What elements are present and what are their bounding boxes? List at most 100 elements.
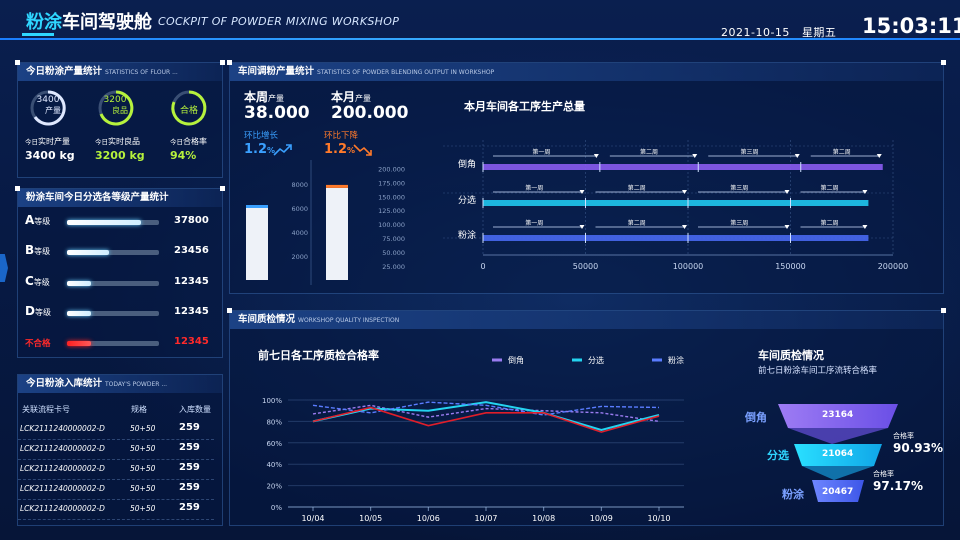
- month-value: 200.000: [331, 103, 409, 123]
- week-marker-arrow: [692, 154, 698, 158]
- funnel-segment-sort: [794, 444, 882, 466]
- table-row: LCK2111240000002-D 50+50 259: [18, 479, 214, 500]
- grade-bar-fill: [67, 311, 91, 316]
- storage-panel: 今日粉涂入库统计 TODAY'S POWDER ...: [17, 374, 223, 526]
- grade-panel: 粉涂车间今日分选各等级产量统计: [15, 186, 225, 358]
- tick-label: 150000: [775, 262, 806, 271]
- grade-value: 12345: [174, 336, 209, 347]
- week-marker-arrow: [682, 190, 687, 194]
- rate-label-2: 合格率: [873, 470, 894, 478]
- week-marker-arrow: [593, 154, 599, 158]
- week-marker-label: 第二周: [628, 219, 646, 227]
- good-value: 3200 kg: [95, 149, 145, 162]
- legend-label: 粉涂: [668, 355, 684, 365]
- spec: 50+50: [130, 464, 156, 473]
- quantity: 259: [179, 502, 200, 513]
- y-tick-label: 60%: [266, 440, 282, 448]
- y-tick-label: 0%: [271, 504, 282, 512]
- y-tick-label: 20%: [266, 483, 282, 491]
- output-value: 3400 kg: [25, 149, 75, 162]
- rate-value-2: 97.17%: [873, 479, 923, 493]
- card-number: LCK2111240000002-D: [20, 424, 105, 433]
- series-line: [312, 406, 660, 433]
- blend-bar-chart: 2000 4000 6000 8000 25.000 50.000 75.000 100.00…: [246, 160, 405, 285]
- funnel-segment-chamfer: [778, 404, 898, 428]
- series-line: [312, 404, 660, 423]
- grade-bar-track: [67, 341, 159, 346]
- output-label: 今日实时产量: [25, 137, 70, 146]
- tick-label: 25.000: [382, 263, 405, 271]
- tick-label: 100.000: [378, 221, 405, 229]
- card-number: LCK2111240000002-D: [20, 464, 105, 473]
- grade-bar-fill: [67, 341, 91, 346]
- header-divider: [0, 38, 960, 40]
- week-marker-label: 第一周: [525, 184, 543, 192]
- process-bar: [483, 235, 869, 241]
- line-chart-title: 前七日各工序质检合格率: [258, 349, 379, 362]
- week-marker-label: 第一周: [525, 219, 543, 227]
- quantity: 259: [179, 422, 200, 433]
- legend-label: 倒角: [508, 355, 524, 365]
- table-row: LCK2111240000002-D 50+50 259: [18, 419, 214, 440]
- category-label: 粉涂: [458, 229, 476, 241]
- funnel-subtitle: 前七日粉涂车间工序流转合格率: [758, 366, 878, 376]
- grade-bar-track: [67, 250, 159, 255]
- week-bar-cap: [246, 205, 268, 208]
- category-label: 分选: [458, 194, 476, 206]
- grade-value: 12345: [174, 306, 209, 317]
- series-line: [312, 401, 660, 431]
- panel-corner: [15, 186, 20, 191]
- week-marker-arrow: [876, 154, 882, 158]
- tick-label: 125.000: [378, 207, 405, 215]
- y-tick-label: 100%: [262, 397, 282, 405]
- tick-label: 200000: [878, 262, 909, 271]
- week-value: 38.000: [244, 103, 310, 123]
- week-marker-label: 第三周: [730, 184, 748, 192]
- column-header-spec: 规格: [131, 405, 147, 414]
- week-marker-arrow: [682, 225, 687, 229]
- week-change-value: 1.2%: [244, 142, 276, 157]
- tick-label: 75.000: [382, 235, 405, 243]
- column-header-qty: 入库数量: [179, 405, 211, 414]
- table-row: LCK2111240000002-D 50+50 259: [18, 439, 214, 460]
- spec: 50+50: [130, 424, 156, 433]
- x-tick-label: 10/04: [301, 514, 324, 523]
- quantity: 259: [179, 482, 200, 493]
- funnel-value-chamfer: 23164: [822, 410, 854, 420]
- panel-corner: [15, 60, 20, 65]
- funnel-link: [788, 428, 888, 444]
- series-line: [312, 401, 660, 416]
- week-marker-arrow: [862, 190, 868, 194]
- card-number: LCK2111240000002-D: [20, 484, 105, 493]
- legend-label: 分选: [588, 355, 604, 365]
- tick-label: 8000: [291, 181, 308, 189]
- y-tick-label: 40%: [266, 461, 282, 469]
- ring-good: [98, 90, 134, 126]
- quantity: 259: [179, 442, 200, 453]
- tick-label: 2000: [291, 253, 308, 261]
- panel-corner: [220, 186, 225, 191]
- panel-corner: [227, 308, 232, 313]
- quality-line-chart: 0% 20% 40% 60% 80% 100% 10/04 10/05 10/06 10/07 10…: [262, 355, 684, 523]
- panel-corner: [941, 60, 946, 65]
- x-tick-label: 10/09: [590, 514, 613, 523]
- funnel-segment-coat: [812, 480, 864, 502]
- grade-bar-track: [67, 281, 159, 286]
- week-marker-label: 第三周: [740, 148, 758, 156]
- grade-bar-fill: [67, 220, 141, 225]
- funnel-value-coat: 20467: [822, 487, 854, 497]
- trend-down-icon: [353, 144, 372, 156]
- tick-label: 100000: [673, 262, 704, 271]
- panel-header: 今日粉涂入库统计 TODAY'S POWDER ...: [18, 375, 222, 393]
- panel-header: 车间质检情况 WORKSHOP QUALITY INSPECTION: [230, 311, 943, 329]
- funnel-chart: [778, 404, 898, 502]
- week-marker-label: 第二周: [628, 184, 646, 192]
- ring-qualified: [171, 90, 207, 126]
- side-toggle-button[interactable]: [0, 254, 8, 282]
- rate-label-1: 合格率: [893, 432, 914, 440]
- x-tick-label: 10/07: [474, 514, 497, 523]
- x-tick-label: 10/05: [359, 514, 382, 523]
- panel-header: 粉涂车间今日分选各等级产量统计: [18, 189, 222, 207]
- funnel-title: 车间质检情况: [758, 349, 824, 362]
- spec: 50+50: [130, 484, 156, 493]
